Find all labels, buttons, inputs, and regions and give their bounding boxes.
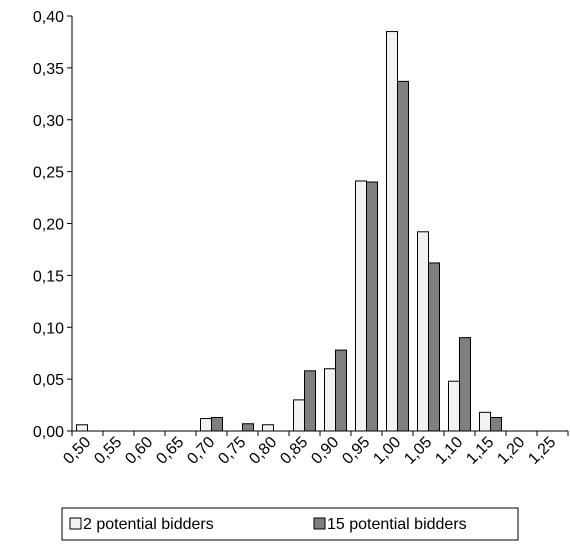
x-tick-label-12: 1,10: [432, 434, 466, 468]
bar-series0-12: [448, 380, 460, 432]
y-tick-label-8: 0,40: [33, 9, 64, 26]
bar-series0-0: [76, 424, 88, 432]
bar-series1-4: [211, 417, 223, 432]
x-tick-label-5: 0,75: [215, 434, 249, 468]
x-tick-label-11: 1,05: [401, 434, 435, 468]
legend-box: [61, 507, 519, 541]
legend-swatch-2-bidders: [69, 517, 82, 530]
y-tick-label-2: 0,10: [33, 320, 64, 337]
bar-series0-7: [293, 399, 305, 432]
bar-series1-10: [397, 80, 409, 432]
x-tick-label-2: 0,60: [122, 434, 156, 468]
x-tick-label-1: 0,55: [91, 434, 125, 468]
bar-series0-6: [262, 424, 274, 432]
bar-series0-11: [417, 231, 429, 432]
plot-area: 0,00 0,05 0,10 0,15 0,20 0,25 0,30 0,35 0,40 0,50…: [33, 9, 569, 468]
x-tick-label-7: 0,85: [277, 434, 311, 468]
x-tick-label-3: 0,65: [153, 434, 187, 468]
x-tick-label-14: 1,20: [494, 434, 528, 468]
legend: 2 potential bidders 15 potential bidders: [61, 507, 519, 541]
x-tick-label-8: 0,90: [308, 434, 342, 468]
bar-series0-10: [386, 31, 398, 432]
y-tick-label-7: 0,35: [33, 61, 64, 78]
y-tick-label-1: 0,05: [33, 372, 64, 389]
x-tick-label-15: 1,25: [525, 434, 559, 468]
x-tick-label-9: 0,95: [339, 434, 373, 468]
legend-label-2-bidders: 2 potential bidders: [83, 516, 214, 533]
bar-series1-13: [490, 417, 502, 432]
bar-series0-13: [479, 411, 491, 432]
bar-series0-9: [355, 180, 367, 432]
legend-swatch-15-bidders: [313, 517, 326, 530]
x-tick-label-0: 0,50: [60, 434, 94, 468]
bar-series1-8: [335, 349, 347, 432]
x-tick-label-10: 1,00: [370, 434, 404, 468]
bar-series0-8: [324, 368, 336, 432]
y-tick-label-0: 0,00: [33, 424, 64, 441]
y-tick-label-4: 0,20: [33, 217, 64, 234]
bar-series1-7: [304, 370, 316, 432]
bar-series1-5: [242, 423, 254, 432]
bar-series1-11: [428, 262, 440, 432]
y-tick-label-5: 0,25: [33, 165, 64, 182]
x-tick-label-4: 0,70: [184, 434, 218, 468]
bar-series0-4: [200, 418, 212, 432]
y-tick-label-6: 0,30: [33, 113, 64, 130]
bar-series1-9: [366, 181, 378, 432]
x-tick-label-6: 0,80: [246, 434, 280, 468]
legend-label-15-bidders: 15 potential bidders: [327, 516, 467, 533]
bar-series1-12: [459, 337, 471, 432]
x-tick-label-13: 1,15: [463, 434, 497, 468]
y-tick-label-3: 0,15: [33, 268, 64, 285]
